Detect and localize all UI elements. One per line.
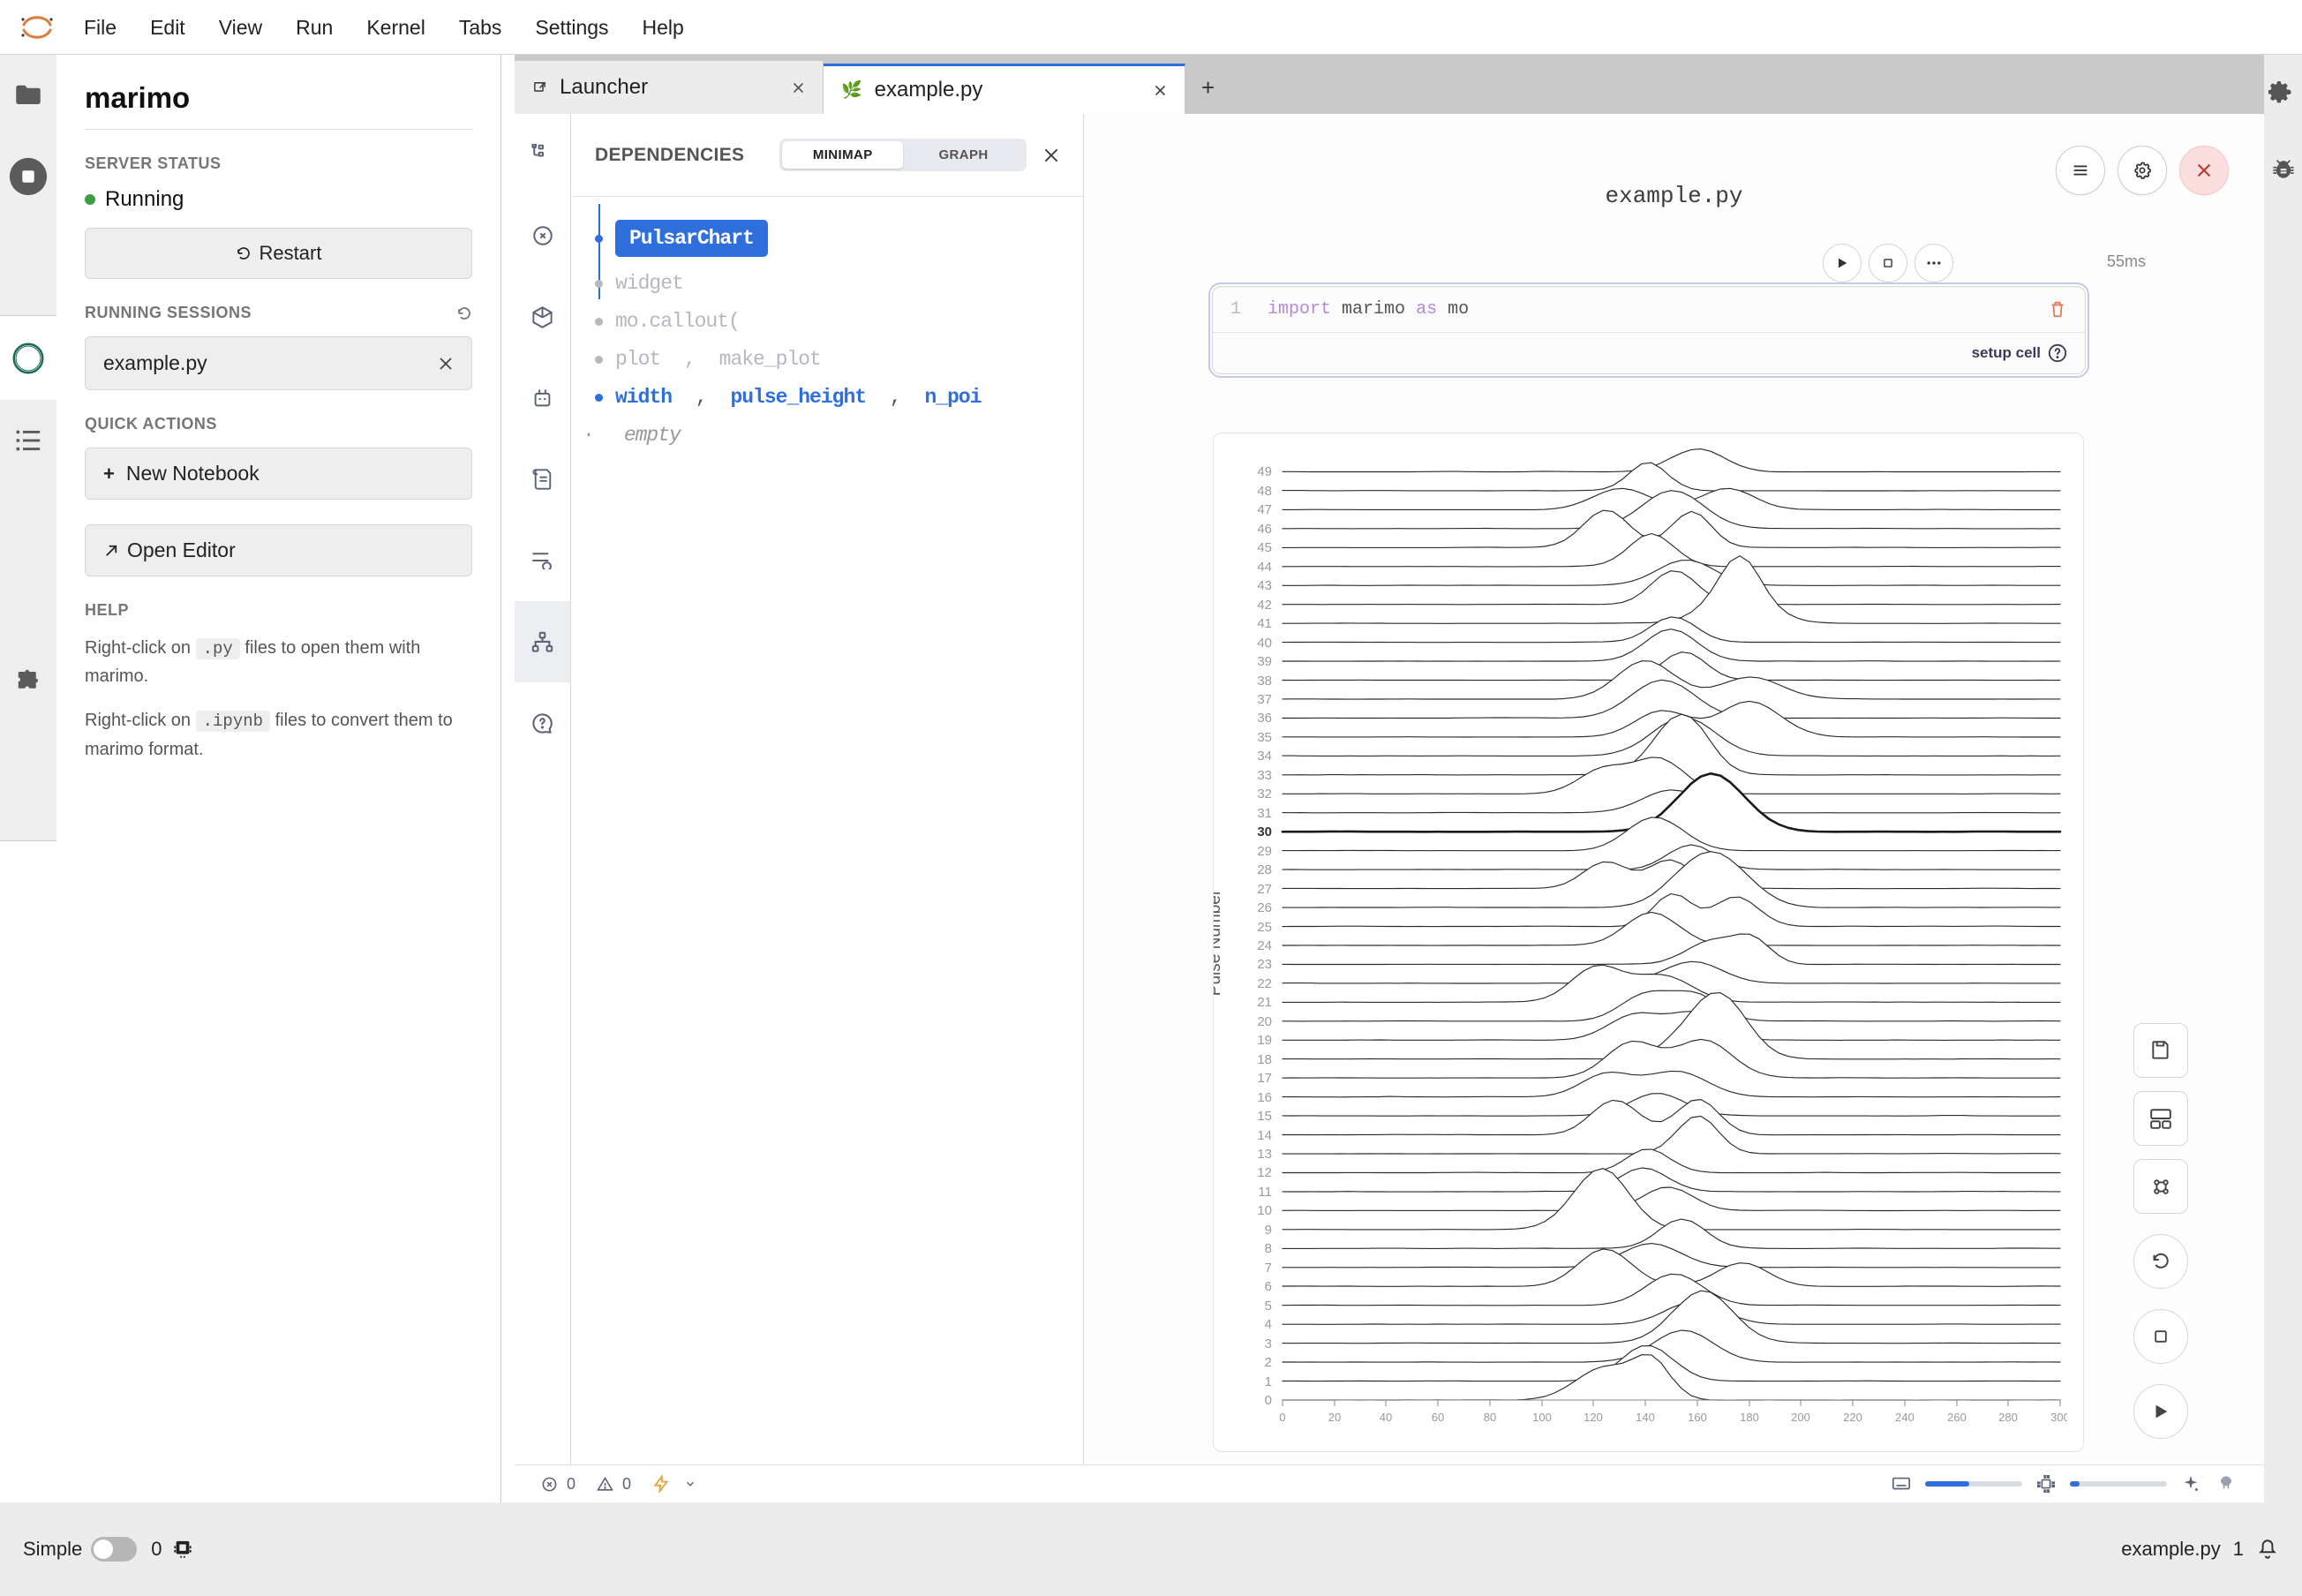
svg-text:2: 2 — [1265, 1355, 1272, 1370]
svg-text:23: 23 — [1257, 957, 1272, 972]
svg-text:9: 9 — [1265, 1223, 1272, 1238]
svg-text:11: 11 — [1258, 1185, 1272, 1200]
svg-text:0: 0 — [1265, 1393, 1272, 1408]
svg-text:28: 28 — [1257, 862, 1272, 877]
svg-text:160: 160 — [1688, 1411, 1707, 1424]
svg-text:47: 47 — [1257, 502, 1272, 517]
svg-text:34: 34 — [1257, 749, 1272, 764]
svg-text:120: 120 — [1584, 1411, 1603, 1424]
svg-text:33: 33 — [1257, 768, 1272, 783]
svg-text:42: 42 — [1257, 598, 1272, 613]
svg-text:280: 280 — [1998, 1411, 2018, 1424]
svg-text:10: 10 — [1257, 1203, 1272, 1218]
svg-text:300: 300 — [2050, 1411, 2067, 1424]
svg-text:22: 22 — [1257, 976, 1272, 991]
svg-text:25: 25 — [1257, 920, 1272, 935]
svg-text:26: 26 — [1257, 900, 1272, 915]
svg-text:20: 20 — [1328, 1411, 1341, 1424]
svg-text:49: 49 — [1257, 464, 1272, 479]
svg-text:4: 4 — [1265, 1317, 1272, 1332]
svg-text:1: 1 — [1265, 1374, 1272, 1389]
svg-text:200: 200 — [1791, 1411, 1810, 1424]
svg-text:44: 44 — [1257, 560, 1272, 575]
svg-text:20: 20 — [1257, 1014, 1272, 1029]
svg-text:12: 12 — [1257, 1165, 1272, 1180]
svg-text:40: 40 — [1380, 1411, 1392, 1424]
svg-text:45: 45 — [1257, 540, 1272, 555]
svg-text:39: 39 — [1257, 654, 1272, 669]
svg-text:14: 14 — [1257, 1128, 1272, 1143]
svg-text:38: 38 — [1257, 674, 1272, 689]
svg-text:27: 27 — [1257, 882, 1272, 897]
svg-text:29: 29 — [1257, 844, 1272, 859]
svg-text:18: 18 — [1257, 1052, 1272, 1067]
svg-text:80: 80 — [1484, 1411, 1496, 1424]
svg-text:41: 41 — [1257, 616, 1272, 631]
svg-text:37: 37 — [1257, 692, 1272, 707]
svg-text:240: 240 — [1895, 1411, 1915, 1424]
svg-text:60: 60 — [1432, 1411, 1444, 1424]
svg-text:48: 48 — [1257, 484, 1272, 499]
svg-text:32: 32 — [1257, 787, 1272, 802]
svg-text:35: 35 — [1257, 730, 1272, 745]
svg-text:7: 7 — [1265, 1261, 1272, 1276]
svg-text:31: 31 — [1257, 806, 1272, 821]
svg-text:43: 43 — [1257, 578, 1272, 593]
svg-text:180: 180 — [1740, 1411, 1759, 1424]
svg-text:100: 100 — [1532, 1411, 1552, 1424]
svg-text:13: 13 — [1257, 1147, 1272, 1162]
svg-text:260: 260 — [1947, 1411, 1967, 1424]
svg-text:19: 19 — [1257, 1033, 1272, 1048]
svg-text:5: 5 — [1265, 1299, 1272, 1314]
svg-text:15: 15 — [1257, 1109, 1272, 1124]
svg-text:30: 30 — [1257, 824, 1272, 839]
svg-text:40: 40 — [1257, 636, 1272, 651]
svg-text:140: 140 — [1636, 1411, 1655, 1424]
svg-text:6: 6 — [1265, 1279, 1272, 1294]
svg-text:17: 17 — [1257, 1071, 1272, 1086]
svg-text:46: 46 — [1257, 522, 1272, 537]
svg-text:24: 24 — [1257, 938, 1272, 953]
svg-text:8: 8 — [1265, 1241, 1272, 1256]
svg-text:36: 36 — [1257, 711, 1272, 726]
svg-text:0: 0 — [1279, 1411, 1285, 1424]
svg-text:21: 21 — [1257, 995, 1272, 1010]
svg-text:220: 220 — [1843, 1411, 1862, 1424]
svg-text:16: 16 — [1257, 1090, 1272, 1105]
svg-text:3: 3 — [1265, 1336, 1272, 1351]
